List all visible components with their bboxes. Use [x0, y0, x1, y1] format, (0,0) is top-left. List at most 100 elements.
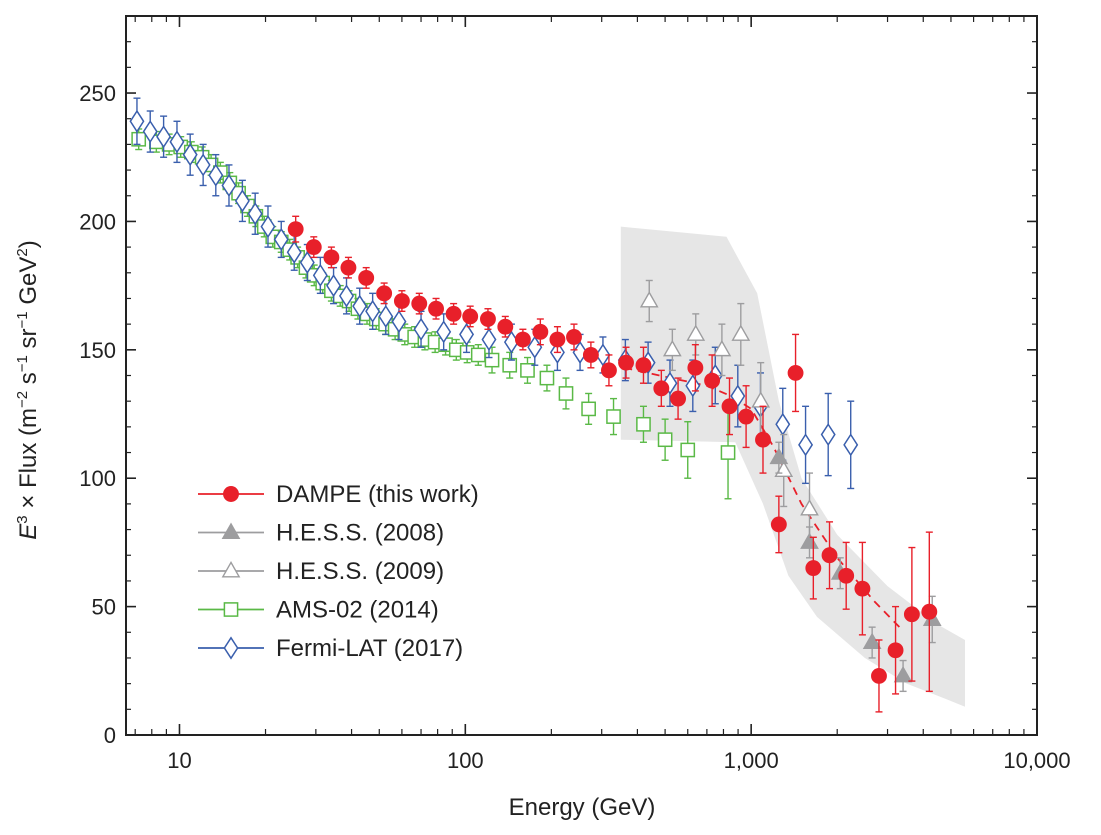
data-point	[358, 266, 375, 289]
data-point	[838, 541, 855, 610]
data-point	[566, 323, 582, 351]
data-point	[142, 110, 158, 153]
data-point	[618, 346, 634, 379]
data-point	[704, 354, 721, 408]
legend-label: H.E.S.S. (2008)	[276, 520, 444, 547]
data-point	[636, 405, 651, 443]
y-axis-label: E3 × Flux (m−2 s−1 sr−1 GeV2)	[14, 240, 42, 539]
data-point	[462, 305, 479, 328]
data-point	[323, 246, 340, 269]
legend-marker	[221, 522, 241, 539]
data-point	[393, 290, 410, 313]
data-point	[680, 421, 696, 479]
data-point	[653, 369, 670, 408]
data-point	[156, 115, 172, 158]
axes-layer: 0 50 100 150 200 250 10 100 1,000 10,000	[79, 15, 1071, 773]
data-point	[169, 120, 185, 164]
data-point	[532, 318, 549, 346]
series-h-e-s-s-2008	[769, 441, 942, 693]
data-point	[769, 441, 789, 474]
y-tick-label: 200	[79, 209, 116, 234]
data-point	[731, 302, 751, 366]
data-point	[798, 405, 814, 485]
data-point	[365, 292, 381, 330]
data-point	[871, 639, 887, 713]
data-point	[287, 215, 304, 243]
x-tick-label: 10,000	[1003, 748, 1070, 773]
y-tick-label: 250	[79, 81, 116, 106]
data-point	[893, 659, 913, 693]
data-point	[787, 333, 804, 413]
x-tick-label: 100	[447, 748, 484, 773]
data-point	[712, 323, 732, 377]
data-point	[805, 536, 822, 600]
data-point	[208, 153, 224, 197]
data-point	[247, 192, 263, 235]
data-point	[484, 346, 500, 374]
data-point	[662, 328, 682, 372]
data-point	[820, 392, 836, 477]
data-point	[721, 377, 738, 436]
data-point	[600, 354, 617, 387]
data-point	[581, 392, 596, 425]
data-point	[480, 308, 496, 330]
data-point	[539, 364, 555, 392]
data-point	[635, 346, 652, 384]
data-point	[862, 626, 882, 659]
series-dampe-this-work	[287, 215, 938, 713]
data-point	[903, 546, 920, 682]
data-point	[221, 164, 237, 207]
uncertainty-band-layer	[620, 226, 965, 707]
data-point	[182, 133, 198, 176]
data-point	[502, 351, 518, 379]
data-point	[843, 400, 859, 490]
legend-marker	[221, 561, 241, 578]
legend: DAMPE (this work) H.E.S.S. (2008) H.E.S.S.…	[198, 481, 479, 662]
data-point	[755, 405, 771, 474]
legend-item-h-e-s-s-2009: H.E.S.S. (2009)	[198, 558, 444, 585]
data-point	[445, 302, 462, 325]
data-point	[448, 338, 464, 361]
data-point	[131, 128, 147, 151]
data-point	[582, 341, 599, 369]
legend-marker	[223, 486, 239, 502]
data-point	[436, 313, 452, 351]
data-point	[391, 302, 407, 341]
data-point	[326, 266, 342, 305]
data-point	[352, 287, 368, 325]
data-point	[305, 236, 322, 259]
data-point	[497, 315, 514, 338]
x-tick-label: 1,000	[724, 748, 779, 773]
legend-label: H.E.S.S. (2009)	[276, 558, 444, 585]
data-point	[887, 605, 904, 695]
data-point	[195, 143, 211, 187]
data-point	[129, 97, 145, 146]
data-point	[738, 385, 755, 449]
data-point	[606, 397, 621, 436]
legend-label: AMS-02 (2014)	[276, 597, 439, 624]
legend-label: Fermi-LAT (2017)	[276, 635, 463, 662]
legend-item-fermi-lat-2017: Fermi-LAT (2017)	[198, 635, 463, 662]
data-point	[854, 541, 871, 636]
legend-label: DAMPE (this work)	[276, 481, 479, 508]
data-point	[340, 256, 357, 279]
data-point	[260, 205, 276, 248]
data-point	[470, 343, 486, 366]
data-point	[549, 326, 566, 354]
y-tick-label: 0	[104, 723, 116, 748]
data-point	[514, 328, 531, 351]
data-point	[376, 282, 393, 305]
data-point	[520, 356, 535, 384]
data-point	[312, 256, 328, 295]
legend-item-ams-02-2014: AMS-02 (2014)	[198, 597, 439, 624]
data-point	[687, 343, 704, 392]
data-point	[411, 292, 428, 315]
data-point	[639, 279, 659, 323]
y-tick-label: 100	[79, 466, 116, 491]
data-point	[558, 377, 574, 410]
data-point	[234, 179, 250, 223]
series-layer	[129, 97, 942, 713]
data-point	[670, 377, 687, 420]
y-tick-label: 50	[92, 595, 116, 620]
